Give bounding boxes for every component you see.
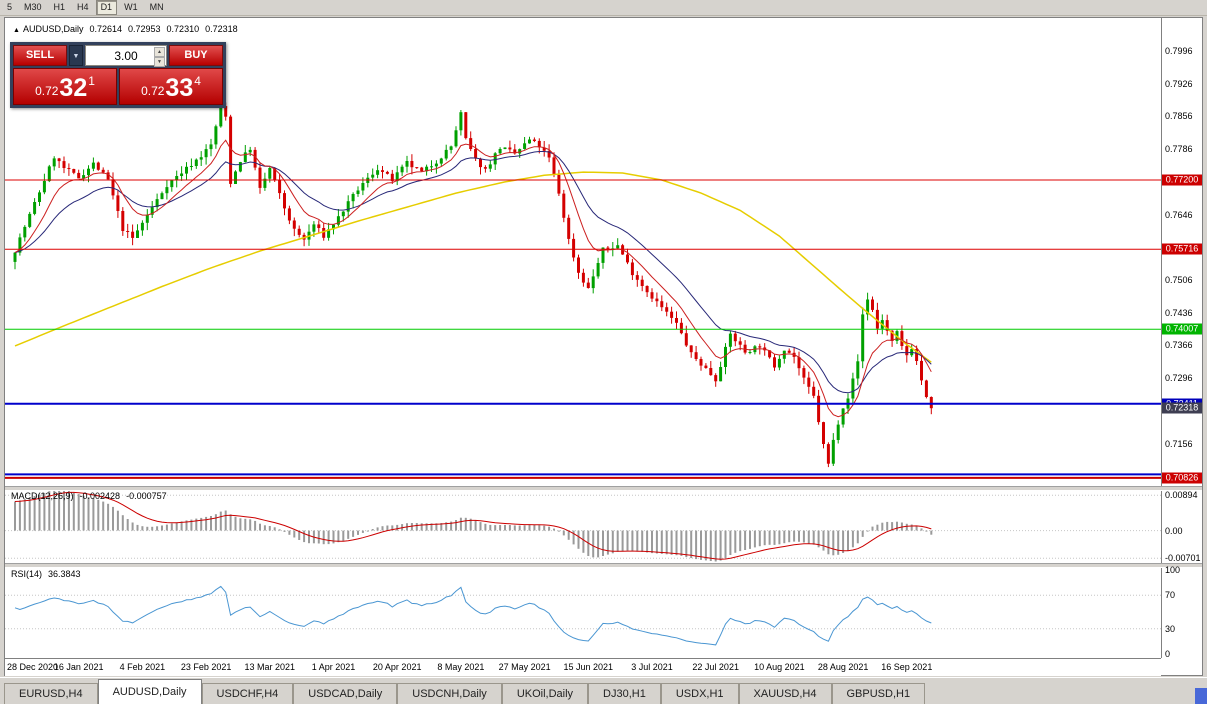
macd-scale-label: -0.00701 [1165,553,1201,564]
date-label: 16 Sep 2021 [881,662,933,672]
volume-spinner: ▲ ▼ [154,47,165,67]
rsi-scale-label: 70 [1165,590,1176,601]
timeframe-h1[interactable]: H1 [48,0,71,15]
ask-pipette-digit: 4 [194,74,201,88]
timeframe-w1[interactable]: W1 [119,0,143,15]
date-label: 4 Feb 2021 [119,662,166,672]
volume-input[interactable]: 3.00 ▲ ▼ [85,45,167,67]
candles [13,99,933,468]
high-value: 0.72953 [128,24,161,34]
timeframe-d1[interactable]: D1 [95,0,118,15]
timeframe-toolbar: 5 M30 H1 H4 D1 W1 MN [0,0,1207,16]
price-tick-label: 0.7366 [1165,340,1193,351]
price-tick-label: 0.7436 [1165,307,1193,318]
date-label: 3 Jul 2021 [631,662,673,672]
rsi-indicator-label: RSI(14) 36.3843 [11,569,81,579]
macd-name: MACD(12,26,9) [11,491,74,501]
chart-tab-gbpusd-h1[interactable]: GBPUSD,H1 [831,683,926,704]
price-tick-label: 0.7296 [1165,373,1193,384]
date-label: 28 Dec 2020 [7,662,59,672]
ask-prefix: 0.72 [141,84,165,98]
ask-main-digits: 33 [165,74,194,102]
chart-title: ▲ AUDUSD,Daily 0.72614 0.72953 0.72310 0.7231… [13,24,238,34]
date-label: 1 Apr 2021 [311,662,356,672]
price-level-label: 0.75716 [1162,243,1202,255]
date-label: 23 Feb 2021 [180,662,232,672]
rsi-panel-separator[interactable] [5,563,1202,568]
date-label: 27 May 2021 [498,662,551,672]
date-label: 15 Jun 2021 [563,662,614,672]
price-tick-label: 0.7506 [1165,275,1193,285]
volume-value: 3.00 [114,48,138,63]
chart-tab-dj30-h1[interactable]: DJ30,H1 [588,683,661,704]
price-tick-label: 0.7646 [1165,209,1193,220]
bid-pipette-digit: 1 [88,74,95,88]
volume-dropdown-icon[interactable]: ▼ [69,45,83,66]
close-value: 0.72318 [205,24,238,34]
price-level-label: 0.70826 [1162,472,1202,484]
volume-increase-icon[interactable]: ▲ [154,47,165,57]
chart-frame: 28 Dec 2020 16 Jan 2021 4 Feb 2021 23 Feb 2… [4,17,1203,676]
macd-main-value: -0.002428 [79,491,121,501]
date-label: 20 Apr 2021 [372,662,422,672]
price-tick-label: 0.7926 [1165,78,1193,89]
sell-button[interactable]: SELL [13,45,67,66]
symbol-label: AUDUSD,Daily [22,24,84,34]
chart-tab-audusd-daily[interactable]: AUDUSD,Daily [97,679,202,704]
price-tick-label: 0.7996 [1165,46,1193,57]
chart-tab-usdcnh-daily[interactable]: USDCNH,Daily [397,683,502,704]
volume-decrease-icon[interactable]: ▼ [154,57,165,67]
bid-prefix: 0.72 [35,84,59,98]
date-label: 22 Jul 2021 [692,662,739,672]
time-axis: 28 Dec 2020 16 Jan 2021 4 Feb 2021 23 Feb 2… [5,658,1161,676]
rsi-value: 36.3843 [48,569,81,579]
collapse-arrow-icon[interactable]: ▲ [13,27,20,34]
date-label: 16 Jan 2021 [53,662,104,672]
macd-signal-value: -0.000757 [126,491,167,501]
low-value: 0.72310 [166,24,200,34]
macd-scale-label: 0.00894 [1165,490,1198,501]
rsi-scale-label: 30 [1165,623,1176,634]
date-label: 28 Aug 2021 [817,662,869,672]
price-tick-label: 0.7786 [1165,144,1193,155]
one-click-trading-panel: SELL ▼ 3.00 ▲ ▼ BUY 0.72 32 1 [10,42,226,108]
timeframe-mn[interactable]: MN [144,0,169,15]
timeframe-h4[interactable]: H4 [72,0,94,15]
date-label: 8 May 2021 [437,662,485,672]
bid-price-box[interactable]: 0.72 32 1 [13,68,117,105]
price-level-label: 0.72318 [1162,402,1202,414]
macd-scale-label: 0.00 [1165,525,1183,536]
chart-tab-ukoil-daily[interactable]: UKOil,Daily [501,683,589,704]
bid-main-digits: 32 [59,74,88,102]
rsi-scale-label: 0 [1165,649,1171,659]
macd-panel-separator[interactable] [5,486,1202,491]
rsi-scale-label: 100 [1165,565,1181,575]
date-label: 10 Aug 2021 [754,662,805,672]
ask-price-box[interactable]: 0.72 33 4 [119,68,223,105]
price-tick-label: 0.7856 [1165,111,1193,122]
macd-indicator-label: MACD(12,26,9) -0.002428 -0.000757 [11,491,167,501]
buy-button[interactable]: BUY [169,45,223,66]
price-level-label: 0.77200 [1162,174,1202,186]
date-label: 13 Mar 2021 [244,662,296,672]
chart-tab-bar: EURUSD,H4 AUDUSD,Daily USDCHF,H4 USDCAD,Dai… [0,677,1207,704]
chart-tab-usdchf-h4[interactable]: USDCHF,H4 [201,683,294,704]
price-tick-label: 0.7156 [1165,438,1193,449]
timeframe-m30[interactable]: M30 [19,0,47,15]
scroll-corner [1195,688,1207,704]
timeframe-5[interactable]: 5 [2,0,18,15]
open-value: 0.72614 [89,24,122,34]
rsi-name: RSI(14) [11,569,43,579]
chart-tab-usdx-h1[interactable]: USDX,H1 [660,683,739,704]
price-level-label: 0.74007 [1162,323,1202,335]
price-chart-canvas[interactable] [5,18,1161,658]
price-axis-divider [1161,18,1162,658]
chart-tab-xauusd-h4[interactable]: XAUUSD,H4 [738,683,832,704]
chart-tab-eurusd-h4[interactable]: EURUSD,H4 [4,683,98,704]
macd-histogram [14,489,933,562]
chart-tab-usdcad-daily[interactable]: USDCAD,Daily [293,683,398,704]
